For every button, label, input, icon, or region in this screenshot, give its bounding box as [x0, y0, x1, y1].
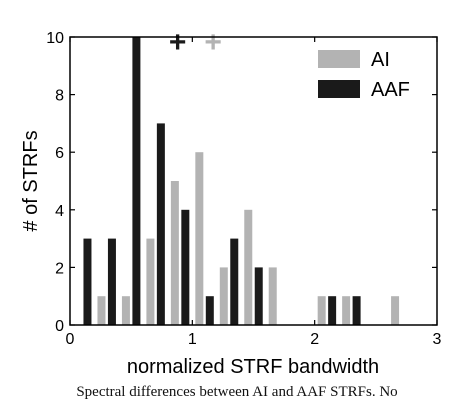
- figure-caption: Spectral differences between AI and AAF …: [76, 384, 398, 400]
- bar-aaf-1.6: [254, 267, 263, 325]
- bar-ai-1.2: [219, 267, 228, 325]
- bar-aaf-0.4: [107, 238, 116, 325]
- legend: AI AAF: [318, 49, 410, 101]
- bar-aaf-1.4: [230, 238, 239, 325]
- bar-aaf-2.4: [352, 296, 361, 325]
- bar-aaf-1.2: [205, 296, 214, 325]
- y-tick-label: 4: [55, 203, 64, 220]
- bar-ai-2.2: [342, 296, 351, 325]
- x-axis-label: normalized STRF bandwidth: [127, 356, 379, 378]
- bar-ai-2: [317, 296, 326, 325]
- bar-ai-0.6: [146, 238, 155, 325]
- median-marker-ai: +: [204, 26, 222, 59]
- axis-ticks: 0 1 2 3 0 2 4 6 8 10: [46, 30, 441, 348]
- bar-ai-0.8: [170, 181, 179, 325]
- median-markers: ++: [169, 26, 222, 59]
- bar-ai-1: [195, 152, 204, 325]
- bar-ai-0.4: [121, 296, 130, 325]
- bar-aaf-0.2: [83, 238, 92, 325]
- legend-swatch-aaf: [318, 80, 360, 98]
- bar-aaf-1: [181, 209, 190, 325]
- x-tick-label: 3: [433, 331, 442, 348]
- x-tick-label: 2: [310, 331, 319, 348]
- x-tick-label: 1: [188, 331, 197, 348]
- bar-aaf-0.8: [156, 123, 165, 326]
- y-tick-label: 10: [46, 30, 64, 47]
- bar-ai-2.6: [391, 296, 400, 325]
- bar-aaf-2.2: [328, 296, 337, 325]
- bar-ai-0.2: [97, 296, 106, 325]
- bar-ai-1.4: [244, 209, 253, 325]
- bars-group: [83, 37, 400, 326]
- y-axis-label: # of STRFs: [20, 130, 42, 231]
- plot-frame: [69, 36, 438, 326]
- y-tick-label: 2: [55, 260, 64, 277]
- y-tick-label: 0: [55, 318, 64, 335]
- y-tick-label: 8: [55, 88, 64, 105]
- x-tick-label: 0: [66, 331, 75, 348]
- legend-label-aaf: AAF: [371, 79, 410, 101]
- median-marker-aaf: +: [169, 26, 187, 59]
- legend-label-ai: AI: [371, 49, 390, 71]
- bar-aaf-0.6: [132, 37, 141, 325]
- legend-swatch-ai: [318, 50, 360, 68]
- bar-ai-1.6: [268, 267, 277, 325]
- y-tick-label: 6: [55, 145, 64, 162]
